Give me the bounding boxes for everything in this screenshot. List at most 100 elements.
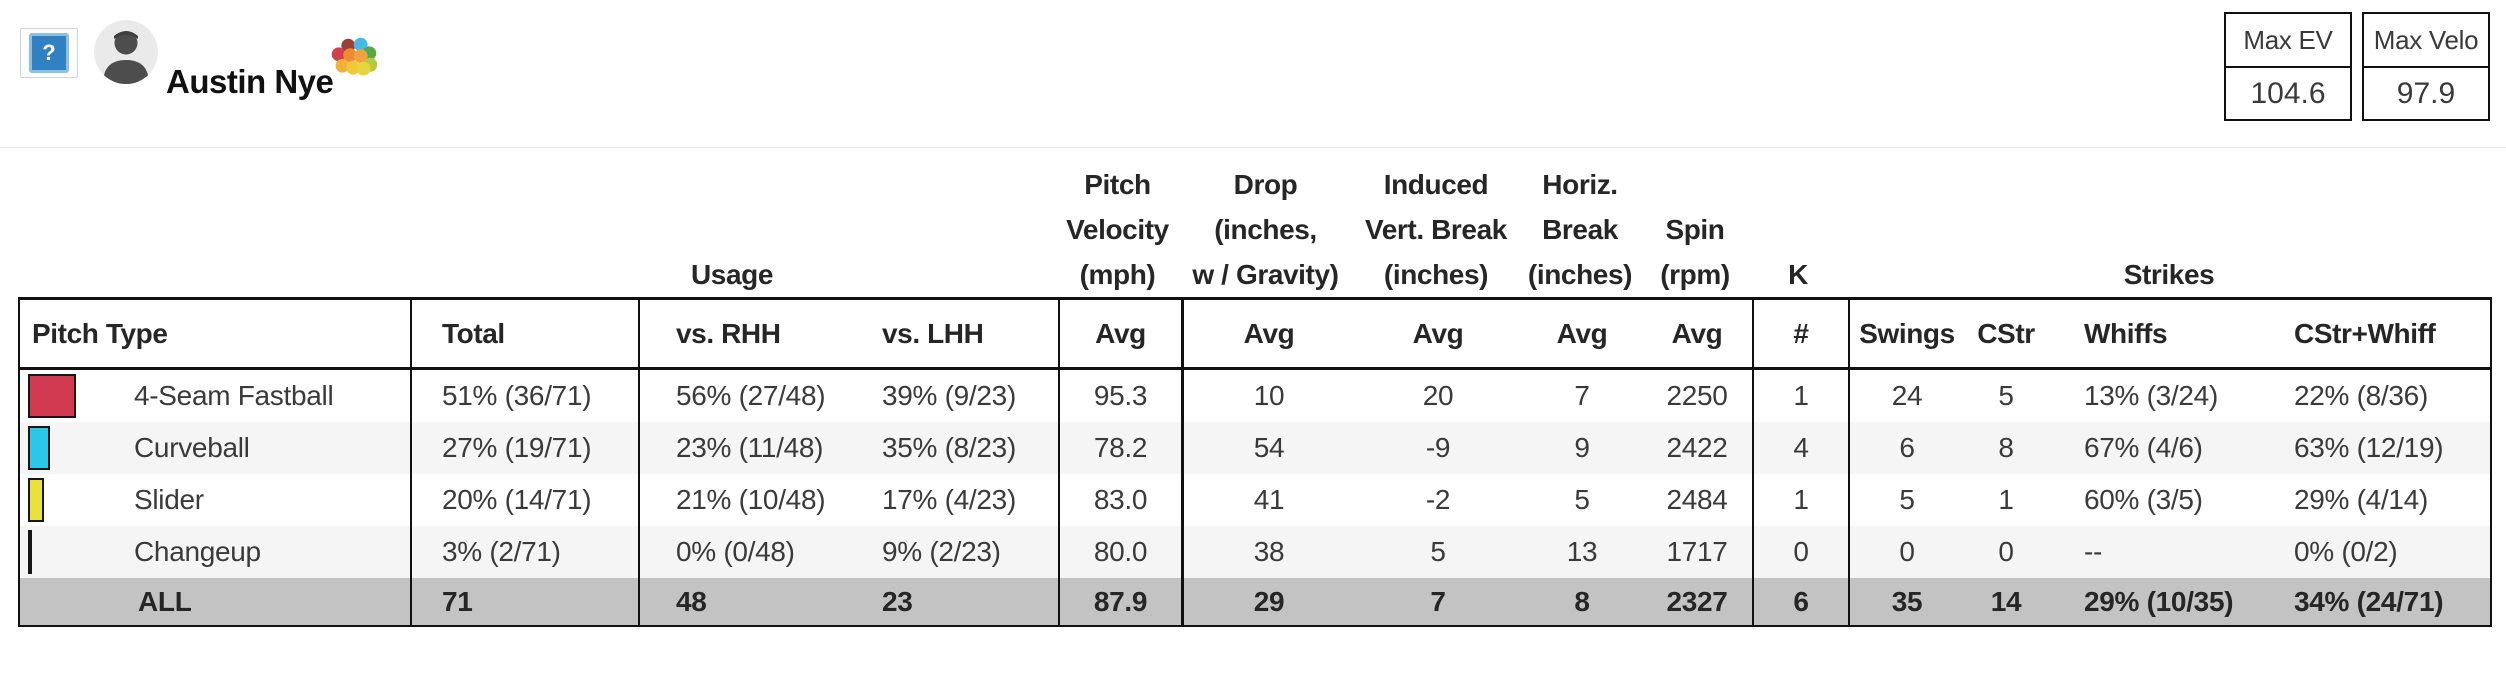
column-header-total: Total <box>410 300 638 367</box>
cell-cstr_whiff: 34% (24/71) <box>2294 585 2444 617</box>
cell-total: 27% (19/71) <box>410 422 638 474</box>
max-ev-label: Max EV <box>2226 14 2350 68</box>
cell-ivb_avg: -2 <box>1425 484 1451 515</box>
cell-velo_avg: 78.2 <box>1058 422 1181 474</box>
player-avatar <box>94 20 158 84</box>
cell-ivb_avg: 7 <box>1430 585 1446 617</box>
cell-hb_avg: 5 <box>1574 484 1590 515</box>
column-header-hb_avg: Avg <box>1556 317 1608 349</box>
cell-hb_avg: 13 <box>1566 536 1598 567</box>
cell-vs_rhh: 0% (0/48) <box>638 526 854 578</box>
cell-cstr: 5 <box>1998 380 2014 411</box>
max-ev-value: 104.6 <box>2250 76 2326 110</box>
column-header-cstr_whiff: CStr+Whiff <box>2294 317 2436 349</box>
cell-whiffs: 13% (3/24) <box>2084 380 2218 411</box>
cell-swings: 24 <box>1848 370 1964 422</box>
cell-ivb_avg: -9 <box>1425 432 1451 463</box>
group-header-spin: Spin (rpm) <box>1660 214 1730 290</box>
group-header-k: K <box>1788 259 1808 290</box>
cell-velo_avg: 83.0 <box>1058 474 1181 526</box>
player-name: Austin Nye <box>166 63 334 100</box>
cell-total: 71 <box>410 578 638 625</box>
cell-cstr_whiff: 22% (8/36) <box>2294 380 2428 411</box>
group-header-horiz-break: Horiz. Break (inches) <box>1527 169 1633 290</box>
table-row-all: ALL 71 48 23 87.9 29 7 8 2327 6 35 14 29% (10/35) 34%… <box>20 578 2490 625</box>
help-button[interactable]: ? <box>20 28 78 78</box>
cell-k: 4 <box>1752 422 1848 474</box>
pitch-type-label: Slider <box>134 484 204 515</box>
cell-whiffs: 67% (4/6) <box>2084 432 2203 463</box>
cell-cstr: 8 <box>1998 432 2014 463</box>
column-header-label: Pitch Type <box>32 317 168 349</box>
cell-spin_avg: 2422 <box>1666 432 1728 463</box>
cell-vs_rhh: 21% (10/48) <box>638 474 854 526</box>
cell-hb_avg: 7 <box>1574 380 1590 411</box>
cell-drop_avg: 10 <box>1181 370 1354 422</box>
cell-spin_avg: 2250 <box>1666 380 1728 411</box>
table-row: Changeup 3% (2/71) 0% (0/48) 9% (2/23) 80.0 3… <box>20 526 2490 578</box>
cell-k: 6 <box>1752 578 1848 625</box>
pitch-color-swatch <box>28 374 76 418</box>
pitch-type-label: Curveball <box>134 432 250 463</box>
cell-hb_avg: 9 <box>1574 432 1590 463</box>
table-group-header: Usage Pitch Velocity (mph) Drop (inches,… <box>18 157 2492 297</box>
cell-spin_avg: 2484 <box>1666 484 1728 515</box>
cell-cstr: 0 <box>1998 536 2014 567</box>
cell-ivb_avg: 20 <box>1422 380 1454 411</box>
max-velo-value: 97.9 <box>2396 76 2456 110</box>
cell-cstr: 1 <box>1998 484 2014 515</box>
pitch-color-swatch <box>28 478 44 522</box>
cell-vs_lhh: 23 <box>882 585 913 617</box>
cell-drop_avg: 29 <box>1181 578 1354 625</box>
pitch-type-label: ALL <box>138 585 192 617</box>
cell-vs_rhh: 56% (27/48) <box>638 370 854 422</box>
table-row: Curveball 27% (19/71) 23% (11/48) 35% (8/23… <box>20 422 2490 474</box>
cell-vs_lhh: 9% (2/23) <box>882 536 1001 567</box>
group-header-induced-vert-break: Induced Vert. Break (inches) <box>1365 169 1507 290</box>
cell-label: Slider <box>20 474 410 526</box>
cell-cstr_whiff: 0% (0/2) <box>2294 536 2398 567</box>
cell-velo_avg: 95.3 <box>1058 370 1181 422</box>
cell-k: 1 <box>1752 474 1848 526</box>
cell-swings: 0 <box>1848 526 1964 578</box>
cell-drop_avg: 38 <box>1181 526 1354 578</box>
cell-total: 20% (14/71) <box>410 474 638 526</box>
pitch-color-swatch <box>28 426 50 470</box>
cell-cstr_whiff: 63% (12/19) <box>2294 432 2444 463</box>
cell-vs_rhh: 48 <box>638 578 854 625</box>
column-header-cstr: CStr <box>1977 317 2035 349</box>
cell-vs_lhh: 35% (8/23) <box>882 432 1016 463</box>
group-header-pitch-velocity: Pitch Velocity (mph) <box>1066 169 1169 290</box>
cell-drop_avg: 41 <box>1181 474 1354 526</box>
cell-swings: 5 <box>1848 474 1964 526</box>
max-ev-box: Max EV 104.6 <box>2224 12 2352 121</box>
table-row: 4-Seam Fastball 51% (36/71) 56% (27/48) 39%… <box>20 370 2490 422</box>
column-header-vs_lhh: vs. LHH <box>882 317 984 349</box>
column-header-spin_avg: Avg <box>1671 317 1723 349</box>
top-bar: ? Austin Nye Max EV 104.6 Max Velo 97.9 <box>0 0 2506 147</box>
column-header-drop_avg: Avg <box>1181 300 1354 367</box>
cell-total: 3% (2/71) <box>410 526 638 578</box>
cell-vs_lhh: 17% (4/23) <box>882 484 1016 515</box>
cell-label: Curveball <box>20 422 410 474</box>
pitch-type-label: Changeup <box>134 536 261 567</box>
cell-vs_rhh: 23% (11/48) <box>638 422 854 474</box>
cell-label: 4-Seam Fastball <box>20 370 410 422</box>
column-header-vs_rhh: vs. RHH <box>638 300 854 367</box>
cell-spin_avg: 1717 <box>1666 536 1728 567</box>
column-header-swings: Swings <box>1848 300 1964 367</box>
column-header-whiffs: Whiffs <box>2084 317 2168 349</box>
column-header-velo_avg: Avg <box>1058 300 1181 367</box>
group-header-strikes: Strikes <box>2123 259 2215 290</box>
cell-spin_avg: 2327 <box>1666 585 1728 617</box>
pitch-color-swatch <box>28 530 32 574</box>
cell-total: 51% (36/71) <box>410 370 638 422</box>
column-header-k: # <box>1752 300 1848 367</box>
cell-ivb_avg: 5 <box>1430 536 1446 567</box>
header-divider <box>0 147 2506 148</box>
max-velo-label: Max Velo <box>2364 14 2488 68</box>
cell-cstr: 14 <box>1990 585 2022 617</box>
max-stat-boxes: Max EV 104.6 Max Velo 97.9 <box>2224 12 2490 121</box>
group-header-usage: Usage <box>690 259 774 290</box>
cell-label: ALL <box>20 578 410 625</box>
